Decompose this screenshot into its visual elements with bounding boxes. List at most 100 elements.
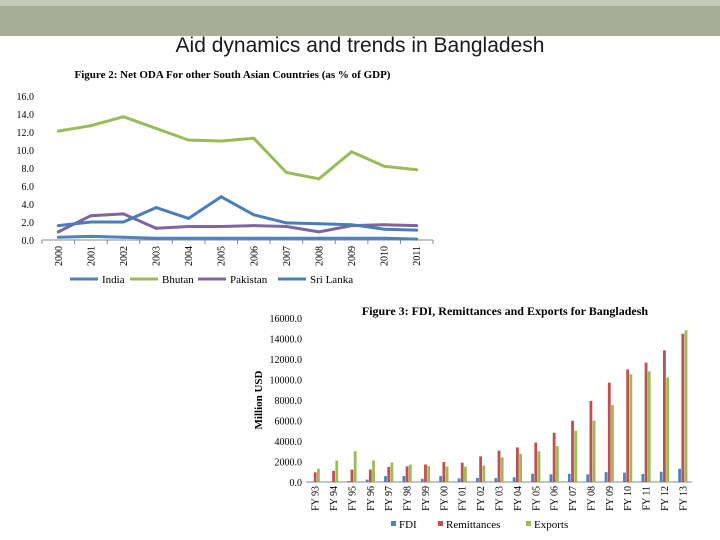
bar-exports (353, 451, 357, 482)
slide-header-stripe (0, 0, 720, 6)
bar-exports (445, 466, 449, 482)
bar-remittances (607, 382, 611, 482)
legend-swatch-fdi (391, 521, 396, 526)
bar-exports (372, 460, 375, 482)
x-tick-label: 2009 (347, 246, 358, 266)
bar-fdi (678, 468, 682, 482)
bar-exports (537, 451, 541, 482)
data-point-bhutan (350, 150, 354, 154)
x-tick-label: FY 99 (421, 486, 432, 511)
legend-label-fdi: FDI (399, 519, 417, 531)
x-tick-label: FY 13 (678, 486, 689, 511)
x-tick-label: 2004 (184, 246, 195, 266)
bar-fdi (420, 478, 424, 482)
y-tick-label: 12000.0 (270, 355, 303, 366)
data-point-pakistan (252, 224, 256, 228)
bar-fdi (310, 481, 314, 483)
bar-remittances (479, 456, 483, 482)
oda-line-chart: 0.0 2.0 4.0 6.0 8.0 10.0 12.0 14.0 16.0 2000 2001 2… (17, 92, 434, 286)
bar-exports (390, 462, 394, 482)
bar-fdi (512, 477, 516, 482)
bar-fdi (384, 476, 387, 482)
x-tick-label: 2000 (54, 246, 65, 266)
bar-fdi (623, 472, 626, 482)
data-point-pakistan (415, 224, 419, 228)
y-tick-label: 10000.0 (270, 376, 303, 387)
bar-exports (629, 374, 633, 482)
y-tick-label: 10.0 (17, 146, 35, 157)
bar-remittances (332, 470, 335, 482)
data-point-india (187, 236, 191, 240)
bar-remittances (350, 469, 354, 482)
x-tick-label: FY 03 (495, 486, 506, 511)
x-tick-label: FY 00 (439, 486, 450, 511)
slide-header-bar (0, 0, 720, 36)
data-point-india (121, 235, 125, 239)
bar-remittances (368, 469, 372, 482)
x-tick-label: FY 98 (403, 486, 414, 511)
data-point-india (382, 236, 386, 240)
x-tick-label: FY 96 (366, 486, 377, 511)
bar-fdi (549, 474, 553, 482)
y-tick-label: 16000.0 (270, 314, 303, 325)
bar-fdi (347, 481, 351, 482)
x-tick-label: 2001 (86, 246, 97, 266)
bar-exports (611, 405, 614, 482)
bar-exports (408, 464, 412, 482)
x-tick-label: FY 95 (347, 486, 358, 511)
x-tick-label: FY 01 (458, 486, 469, 511)
bar-fdi (365, 479, 369, 482)
y-tick-label: 6000.0 (275, 417, 303, 428)
x-tick-label: FY 04 (513, 486, 524, 511)
bar-exports (519, 453, 522, 482)
x-tick-label: 2002 (119, 246, 130, 266)
y-tick-label: 4.0 (22, 200, 35, 211)
bar-exports (555, 446, 559, 482)
bar-exports (500, 457, 504, 482)
bar-remittances (534, 442, 538, 482)
x-tick-label: 2003 (152, 246, 163, 266)
data-point-bhutan (121, 115, 125, 119)
bar-fdi (531, 473, 534, 482)
bar-exports (427, 466, 431, 482)
data-point-india (284, 236, 288, 240)
data-point-sri-lanka (350, 223, 354, 227)
bar-exports (647, 371, 651, 482)
bar-remittances (313, 472, 317, 482)
data-point-india (89, 234, 93, 238)
data-point-pakistan (219, 225, 223, 228)
x-tick-label: FY 94 (329, 486, 340, 511)
data-point-bhutan (284, 171, 288, 174)
x-tick-label: 2006 (249, 246, 260, 266)
data-point-sri-lanka (284, 221, 288, 225)
bar-remittances (589, 400, 593, 482)
x-tick-label: 2008 (314, 246, 325, 266)
bar-exports (316, 468, 320, 482)
data-point-sri-lanka (252, 213, 256, 217)
y-tick-label: 2.0 (22, 218, 35, 229)
x-tick-label: 2005 (217, 246, 228, 266)
bar-fdi (586, 474, 590, 482)
data-point-india (252, 236, 256, 240)
x-tick-label: FY 05 (531, 486, 542, 511)
x-tick-label: FY 02 (476, 486, 487, 511)
data-point-india (317, 236, 321, 240)
y-tick-label: 0.0 (22, 236, 35, 247)
x-tick-label: FY 11 (642, 486, 653, 511)
bar-fdi (494, 478, 498, 482)
x-tick-label: FY 09 (605, 486, 616, 511)
series-line-sri-lanka (58, 195, 417, 232)
data-point-india (56, 235, 60, 239)
y-tick-label: 14.0 (17, 110, 35, 121)
bar-exports (335, 460, 339, 482)
fdi-chart-title: Figure 3: FDI, Remittances and Exports f… (361, 304, 649, 318)
bar-fdi (402, 476, 406, 482)
data-point-sri-lanka (89, 220, 93, 224)
y-tick-label: 14000.0 (270, 335, 303, 346)
fdi-bar-chart: 0.0 2000.0 4000.0 6000.0 8000.0 10000.0 12000.… (246, 296, 700, 540)
bar-fdi (457, 478, 461, 482)
data-point-bhutan (317, 177, 321, 181)
data-point-bhutan (252, 136, 256, 140)
x-tick-label: FY 12 (660, 486, 671, 511)
data-point-india (415, 237, 419, 241)
